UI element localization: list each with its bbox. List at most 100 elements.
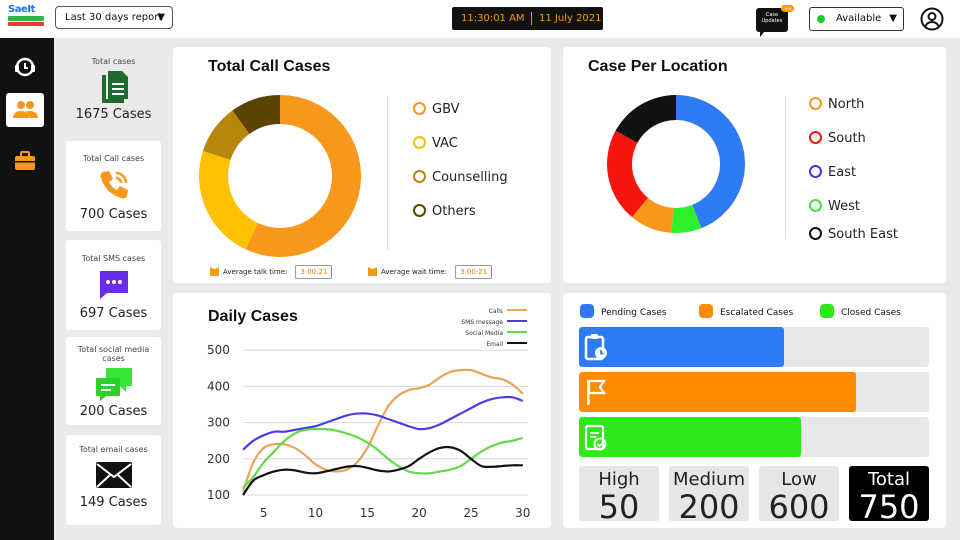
sidebar-item-cases[interactable] bbox=[6, 144, 44, 178]
user-profile-icon[interactable] bbox=[920, 7, 944, 31]
line-legend-swatch bbox=[507, 331, 527, 333]
legend-item-north[interactable]: North bbox=[809, 97, 864, 113]
case-updates-badge: new bbox=[781, 5, 794, 12]
stat-sms-value: 697 Cases bbox=[79, 306, 148, 321]
social-chat-icon bbox=[95, 368, 132, 401]
avg-talk-label: Average talk time: bbox=[223, 268, 288, 276]
priority-low[interactable]: Low 600 bbox=[759, 466, 839, 526]
flag-icon bbox=[587, 379, 607, 405]
stat-card-social[interactable]: Total social media cases 200 Cases bbox=[66, 337, 161, 425]
priority-total-value: 750 bbox=[858, 488, 920, 526]
priority-high-value: 50 bbox=[598, 488, 640, 526]
panel-title: Total Call Cases bbox=[208, 58, 331, 75]
avg-talk-value: 3:00:21 bbox=[295, 265, 333, 279]
daily-cases-panel: Daily Cases Calls SMS message Social Media… bbox=[173, 293, 551, 528]
priority-high[interactable]: High 50 bbox=[579, 466, 659, 526]
closed-cases-bar[interactable] bbox=[579, 417, 929, 457]
pending-cases-bar[interactable] bbox=[579, 327, 929, 367]
line-legend-label: SMS message bbox=[461, 319, 503, 326]
donut-slice-others[interactable] bbox=[232, 95, 280, 134]
stat-total-label: Total cases bbox=[91, 57, 136, 66]
legend-item-south-east[interactable]: South East bbox=[809, 227, 898, 243]
legend-closed: Closed Cases bbox=[820, 304, 901, 320]
users-icon bbox=[13, 101, 38, 118]
call-cases-donut bbox=[199, 95, 361, 257]
series-line-email[interactable] bbox=[242, 445, 523, 496]
legend-ring-icon bbox=[413, 136, 426, 149]
clock-display: 11:30:01 AM 11 July 2021 bbox=[452, 7, 603, 30]
donut-slice-east[interactable] bbox=[632, 197, 674, 233]
line-legend-label: Email bbox=[486, 341, 503, 348]
line-legend-label: Calls bbox=[488, 308, 503, 315]
pending-swatch bbox=[580, 304, 594, 318]
report-range-select[interactable]: Last 30 days report ▼ bbox=[55, 6, 173, 29]
legend-ring-icon bbox=[413, 170, 426, 183]
legend-item-gbv[interactable]: GBV bbox=[413, 102, 460, 118]
legend-ring-icon bbox=[809, 131, 822, 144]
line-legend-swatch bbox=[507, 342, 527, 344]
legend-item-counselling[interactable]: Counselling bbox=[413, 170, 508, 186]
total-call-cases-panel: Total Call Cases GBV VAC Counselling Others… bbox=[173, 47, 551, 283]
stat-calls-label: Total Call cases bbox=[82, 154, 145, 163]
donut-slice-gbv[interactable] bbox=[245, 95, 361, 257]
y-tick-label: 400 bbox=[207, 379, 230, 393]
legend-ring-icon bbox=[809, 199, 822, 212]
stat-sms-label: Total SMS cases bbox=[81, 254, 146, 263]
legend-item-vac[interactable]: VAC bbox=[413, 136, 458, 152]
donut-slice-vac[interactable] bbox=[199, 150, 258, 250]
priority-medium[interactable]: Medium 200 bbox=[669, 466, 749, 523]
x-tick-label: 5 bbox=[260, 506, 268, 520]
clock-date: 11 July 2021 bbox=[539, 13, 602, 24]
x-tick-label: 20 bbox=[412, 506, 427, 520]
stat-card-calls[interactable]: Total Call cases 700 Cases bbox=[66, 141, 161, 231]
stat-email-value: 149 Cases bbox=[79, 495, 148, 510]
legend-label: Others bbox=[432, 204, 476, 219]
app-logo[interactable]: SaeIt bbox=[8, 4, 44, 34]
clipboard-check-icon bbox=[584, 424, 607, 451]
donut-slice-counselling[interactable] bbox=[202, 110, 250, 160]
donut-slice-south-east[interactable] bbox=[615, 95, 676, 143]
legend-item-others[interactable]: Others bbox=[413, 204, 476, 220]
tag-icon bbox=[210, 267, 219, 276]
legend-ring-icon bbox=[809, 97, 822, 110]
legend-ring-icon bbox=[413, 204, 426, 217]
case-updates-button[interactable]: Case Updates new bbox=[756, 5, 794, 37]
x-tick-label: 30 bbox=[515, 506, 530, 520]
donut-slice-west[interactable] bbox=[607, 130, 648, 218]
x-tick-label: 25 bbox=[463, 506, 478, 520]
closed-swatch bbox=[820, 304, 834, 318]
series-line-sms-message[interactable] bbox=[242, 395, 524, 451]
legend-ring-icon bbox=[413, 102, 426, 115]
series-line-calls[interactable] bbox=[241, 368, 524, 492]
stat-social-label: Total social media cases bbox=[77, 345, 150, 363]
sidebar-item-headset[interactable] bbox=[6, 50, 44, 84]
series-line-social-media[interactable] bbox=[242, 427, 524, 489]
top-bar: SaeIt Last 30 days report ▼ 11:30:01 AM … bbox=[0, 0, 960, 38]
tag-icon bbox=[368, 267, 377, 276]
sidebar-item-users[interactable] bbox=[6, 93, 44, 127]
priority-total[interactable]: Total 750 bbox=[849, 466, 929, 526]
sidebar bbox=[0, 38, 54, 540]
avg-wait-label: Average wait time: bbox=[381, 268, 448, 276]
y-tick-label: 200 bbox=[207, 452, 230, 466]
availability-select[interactable]: Available ▼ bbox=[809, 7, 904, 31]
donut-slice-south[interactable] bbox=[671, 204, 702, 233]
legend-item-east[interactable]: East bbox=[809, 165, 856, 181]
stat-email-label: Total email cases bbox=[79, 445, 148, 454]
priority-medium-label: Medium bbox=[673, 469, 745, 490]
donut-slice-north[interactable] bbox=[676, 95, 745, 229]
stat-card-sms[interactable]: Total SMS cases 697 Cases bbox=[66, 240, 161, 330]
priority-low-value: 600 bbox=[768, 488, 830, 526]
legend-label: VAC bbox=[432, 136, 458, 151]
legend-label: North bbox=[828, 97, 865, 112]
stat-card-email[interactable]: Total email cases 149 Cases bbox=[66, 435, 161, 525]
headset-icon bbox=[15, 57, 35, 77]
caret-down-icon: ▼ bbox=[889, 13, 897, 24]
priority-low-label: Low bbox=[781, 469, 817, 490]
legend-item-west[interactable]: West bbox=[809, 199, 860, 215]
escalated-cases-bar[interactable] bbox=[579, 372, 929, 412]
legend-label: East bbox=[828, 165, 857, 180]
line-legend-label: Social Media bbox=[465, 330, 503, 337]
briefcase-icon bbox=[15, 151, 35, 170]
legend-item-south[interactable]: South bbox=[809, 131, 866, 147]
